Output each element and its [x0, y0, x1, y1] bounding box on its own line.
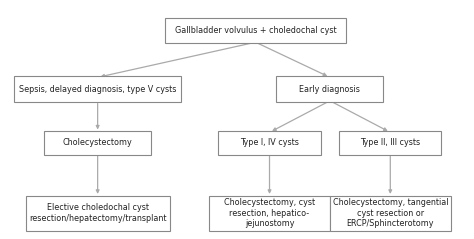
FancyBboxPatch shape	[26, 196, 170, 231]
Text: Cholecystectomy, tangential
cyst resection or
ERCP/Sphincterotomy: Cholecystectomy, tangential cyst resecti…	[333, 198, 448, 228]
Text: Gallbladder volvulus + choledochal cyst: Gallbladder volvulus + choledochal cyst	[175, 26, 337, 35]
FancyBboxPatch shape	[339, 131, 441, 155]
FancyBboxPatch shape	[165, 18, 346, 43]
FancyBboxPatch shape	[219, 131, 320, 155]
Text: Cholecystectomy: Cholecystectomy	[63, 138, 133, 147]
FancyBboxPatch shape	[209, 196, 330, 231]
Text: Type II, III cysts: Type II, III cysts	[360, 138, 420, 147]
FancyBboxPatch shape	[330, 196, 451, 231]
FancyBboxPatch shape	[14, 76, 181, 102]
FancyBboxPatch shape	[276, 76, 383, 102]
FancyBboxPatch shape	[44, 131, 151, 155]
Text: Type I, IV cysts: Type I, IV cysts	[240, 138, 299, 147]
Text: Elective choledochal cyst
resection/hepatectomy/transplant: Elective choledochal cyst resection/hepa…	[29, 203, 166, 223]
Text: Early diagnosis: Early diagnosis	[300, 85, 360, 93]
Text: Cholecystectomy, cyst
resection, hepatico-
jejunostomy: Cholecystectomy, cyst resection, hepatic…	[224, 198, 315, 228]
Text: Sepsis, delayed diagnosis, type V cysts: Sepsis, delayed diagnosis, type V cysts	[19, 85, 176, 93]
